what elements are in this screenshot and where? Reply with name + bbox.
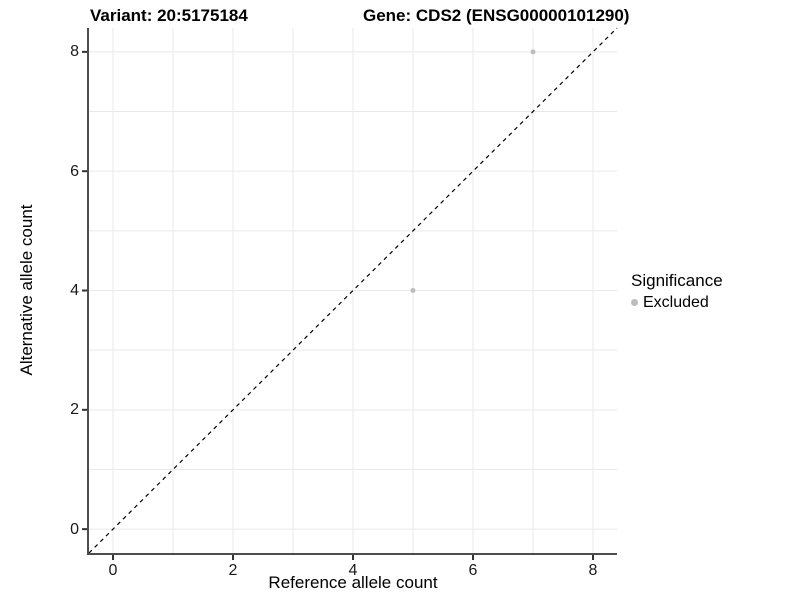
- x-tick-label: 2: [228, 562, 238, 579]
- data-point: [530, 49, 536, 55]
- x-tick-label: 4: [348, 562, 358, 579]
- y-tick-label: 8: [70, 43, 79, 61]
- x-axis-title: Reference allele count: [268, 573, 438, 592]
- gene-title: Gene: CDS2 (ENSG00000101290): [363, 6, 630, 25]
- legend-items: Excluded: [631, 293, 723, 312]
- y-tick-label: 6: [70, 162, 79, 180]
- x-tick-label: 6: [468, 562, 478, 579]
- y-tick-label: 0: [70, 520, 79, 538]
- legend-item-label: Excluded: [643, 294, 709, 311]
- legend: Significance Excluded: [631, 271, 723, 312]
- y-tick-label: 2: [70, 401, 79, 419]
- y-axis-title: Alternative allele count: [17, 204, 36, 376]
- legend-key-point-icon: [631, 299, 638, 306]
- data-point: [410, 288, 416, 293]
- legend-item: Excluded: [631, 293, 723, 312]
- variant-title: Variant: 20:5175184: [90, 6, 248, 25]
- x-tick-label: 0: [108, 562, 118, 579]
- x-tick-label: 8: [588, 562, 598, 579]
- legend-title: Significance: [631, 271, 723, 290]
- y-tick-label: 4: [70, 282, 79, 299]
